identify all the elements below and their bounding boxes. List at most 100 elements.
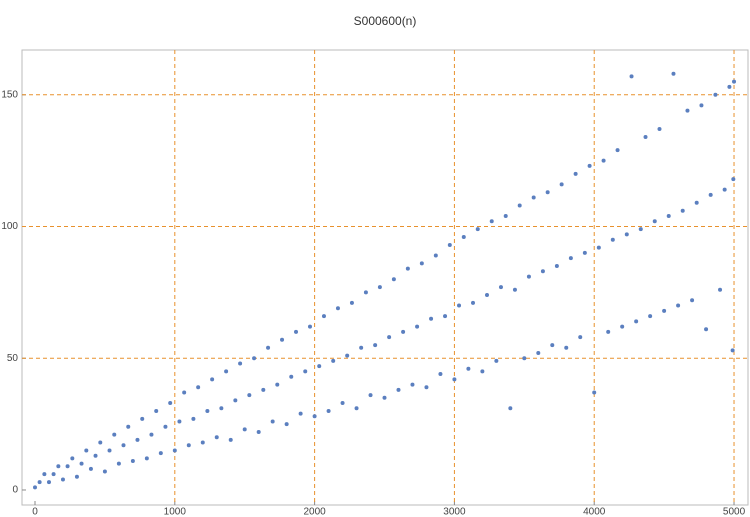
point bbox=[582, 250, 587, 255]
point bbox=[331, 358, 336, 363]
point bbox=[149, 432, 154, 437]
point bbox=[447, 242, 452, 247]
point bbox=[368, 393, 373, 398]
point bbox=[713, 92, 718, 97]
point bbox=[536, 350, 541, 355]
point bbox=[606, 329, 611, 334]
point bbox=[601, 158, 606, 163]
point bbox=[648, 314, 653, 319]
point bbox=[256, 430, 261, 435]
point bbox=[298, 411, 303, 416]
point bbox=[238, 361, 243, 366]
point bbox=[233, 398, 238, 403]
point bbox=[140, 416, 145, 421]
point bbox=[242, 427, 247, 432]
point bbox=[182, 390, 187, 395]
point bbox=[261, 387, 266, 392]
point bbox=[461, 235, 466, 240]
x-tick-label: 3000 bbox=[443, 507, 466, 517]
x-tick-label: 4000 bbox=[583, 507, 606, 517]
point bbox=[214, 435, 219, 440]
point bbox=[107, 448, 112, 453]
point bbox=[144, 456, 149, 461]
point bbox=[666, 213, 671, 218]
point bbox=[303, 369, 308, 374]
point bbox=[494, 358, 499, 363]
point bbox=[685, 108, 690, 113]
point bbox=[84, 448, 89, 453]
point bbox=[130, 459, 135, 464]
y-tick-label: 0 bbox=[12, 485, 18, 496]
point bbox=[624, 232, 629, 237]
point bbox=[307, 324, 312, 329]
point bbox=[415, 324, 420, 329]
point bbox=[312, 414, 317, 419]
point bbox=[382, 395, 387, 400]
point bbox=[172, 448, 177, 453]
point bbox=[634, 319, 639, 324]
point bbox=[671, 71, 676, 76]
point bbox=[135, 437, 140, 442]
point bbox=[657, 127, 662, 132]
point bbox=[126, 424, 131, 429]
point bbox=[722, 187, 727, 192]
point bbox=[289, 374, 294, 379]
point bbox=[224, 369, 229, 374]
point bbox=[708, 192, 713, 197]
point bbox=[699, 103, 704, 108]
point bbox=[419, 261, 424, 266]
point bbox=[503, 213, 508, 218]
point bbox=[396, 387, 401, 392]
point bbox=[592, 390, 597, 395]
point bbox=[480, 369, 485, 374]
point bbox=[280, 337, 285, 342]
point bbox=[643, 134, 648, 139]
point bbox=[452, 377, 457, 382]
point bbox=[37, 480, 42, 485]
point bbox=[466, 366, 471, 371]
x-tick-label: 2000 bbox=[303, 507, 326, 517]
y-tick-label: 150 bbox=[1, 89, 18, 100]
point bbox=[116, 461, 121, 466]
point bbox=[191, 416, 196, 421]
x-tick-label: 5000 bbox=[723, 507, 746, 517]
point bbox=[429, 316, 434, 321]
point bbox=[275, 382, 280, 387]
point bbox=[522, 356, 527, 361]
point bbox=[163, 424, 168, 429]
point bbox=[74, 474, 79, 479]
point bbox=[177, 419, 182, 424]
point bbox=[517, 203, 522, 208]
point bbox=[410, 382, 415, 387]
point bbox=[373, 343, 378, 348]
point bbox=[359, 345, 364, 350]
point bbox=[391, 277, 396, 282]
point bbox=[186, 443, 191, 448]
point bbox=[154, 408, 159, 413]
point bbox=[554, 264, 559, 269]
x-tick-label: 1000 bbox=[164, 507, 187, 517]
point bbox=[615, 148, 620, 153]
point bbox=[573, 171, 578, 176]
point bbox=[550, 343, 555, 348]
point bbox=[620, 324, 625, 329]
point bbox=[98, 440, 103, 445]
point bbox=[345, 353, 350, 358]
point bbox=[629, 74, 634, 79]
point bbox=[335, 306, 340, 311]
point bbox=[88, 466, 93, 471]
point bbox=[508, 406, 513, 411]
point bbox=[112, 432, 117, 437]
point bbox=[690, 298, 695, 303]
point bbox=[676, 303, 681, 308]
point bbox=[559, 182, 564, 187]
point bbox=[377, 285, 382, 290]
point bbox=[51, 472, 56, 477]
chart-title: S000600(n) bbox=[354, 14, 417, 28]
point bbox=[252, 356, 257, 361]
point bbox=[540, 269, 545, 274]
point bbox=[270, 419, 275, 424]
point bbox=[680, 208, 685, 213]
point bbox=[354, 406, 359, 411]
